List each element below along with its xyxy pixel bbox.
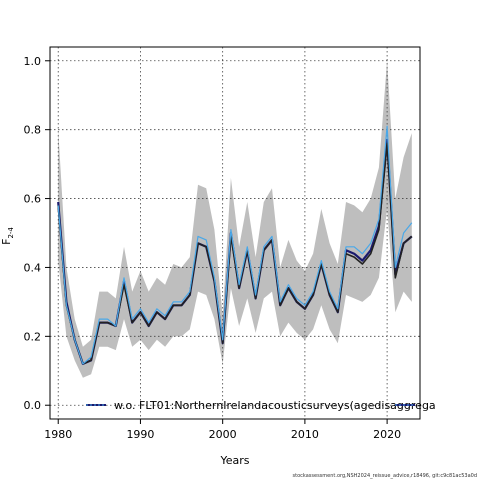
- y-tick-label-0.8: 0.8: [24, 124, 42, 137]
- series-layer: [57, 125, 413, 365]
- x-tick-label-2010: 2010: [291, 428, 319, 441]
- y-tick-label-0.4: 0.4: [24, 261, 42, 274]
- y-tick-label-0: 0.0: [24, 399, 42, 412]
- series-line-wo_flt01: [57, 125, 413, 365]
- x-tick-label-2020: 2020: [373, 428, 401, 441]
- plot-frame: [49, 46, 421, 420]
- y-tick-label-0.6: 0.6: [24, 193, 42, 206]
- legend: w.o. FLT01:NorthernIrelandacousticsurvey…: [86, 399, 436, 412]
- y-axis-title: F2-4: [0, 227, 15, 245]
- confidence-band: [58, 60, 412, 378]
- x-tick-label-1980: 1980: [44, 428, 72, 441]
- footer-source: stockassessment.org,NSH2024_reissue_advi…: [293, 473, 477, 479]
- axis-layer: 1980 1990 2000 2010 2020 0.0 0.2 0.4 0.6 0.8 1.0: [24, 55, 402, 441]
- y-axis-title-main: F: [0, 239, 13, 245]
- y-axis-title-subscript: 2-4: [7, 227, 15, 239]
- y-tick-label-1: 1.0: [24, 55, 42, 68]
- x-tick-label-1990: 1990: [126, 428, 154, 441]
- x-tick-label-2000: 2000: [209, 428, 237, 441]
- y-tick-label-0.2: 0.2: [24, 330, 42, 343]
- confidence-band-layer: [58, 60, 412, 378]
- legend-label-wo-flt01: w.o. FLT01:NorthernIrelandacousticsurvey…: [114, 399, 436, 412]
- x-axis-title: Years: [219, 454, 249, 467]
